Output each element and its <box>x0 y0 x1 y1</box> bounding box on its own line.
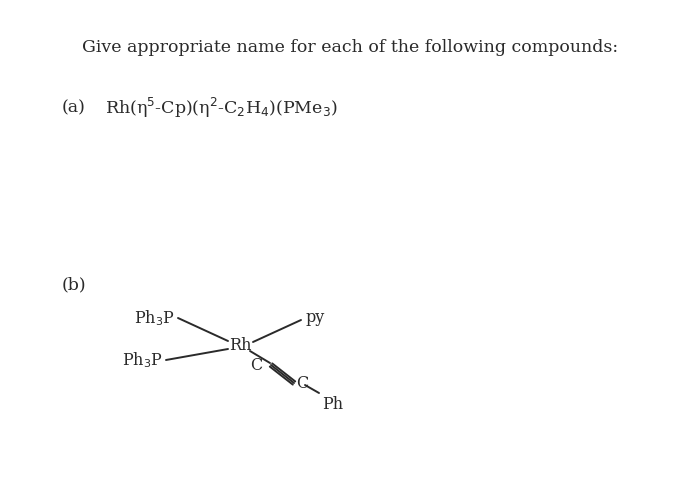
Text: Ph$_3$P: Ph$_3$P <box>134 308 175 328</box>
Text: Give appropriate name for each of the following compounds:: Give appropriate name for each of the fo… <box>82 39 618 56</box>
Text: Rh: Rh <box>229 336 251 353</box>
Text: Rh($\mathregular{\eta}$$^5$-Cp)($\mathregular{\eta}$$^2$-C$_2$H$_4$)(PMe$_3$): Rh($\mathregular{\eta}$$^5$-Cp)($\mathre… <box>105 96 338 120</box>
Text: py: py <box>305 310 324 327</box>
Text: C: C <box>296 375 308 392</box>
Text: Ph: Ph <box>322 396 343 413</box>
Text: (a): (a) <box>62 100 86 117</box>
Text: (b): (b) <box>62 277 87 294</box>
Text: Ph$_3$P: Ph$_3$P <box>122 350 163 370</box>
Text: C: C <box>250 357 262 374</box>
